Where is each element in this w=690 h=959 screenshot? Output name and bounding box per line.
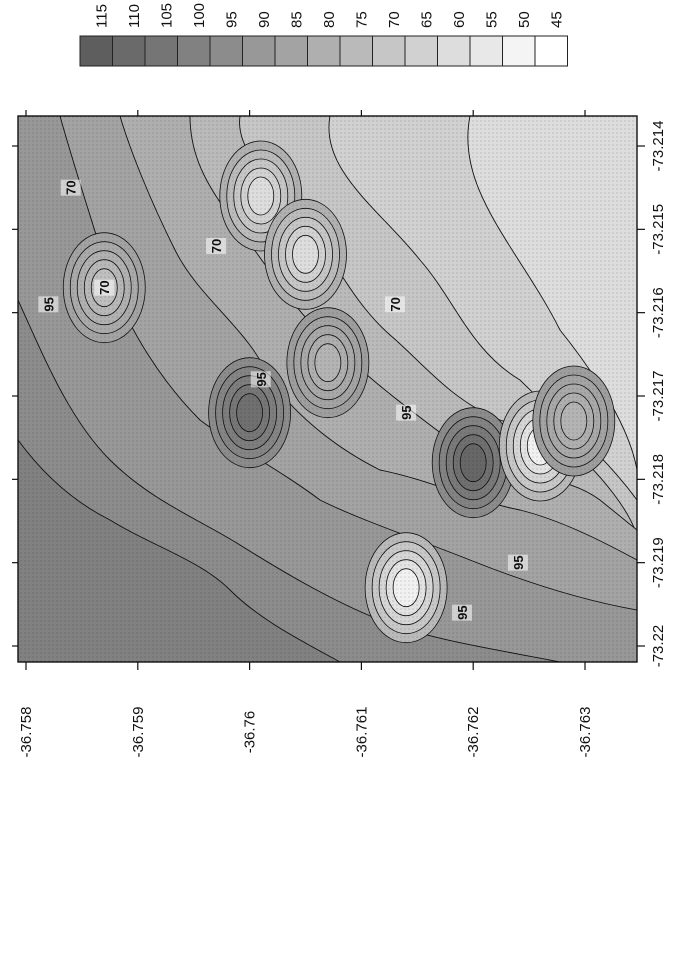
- legend-swatch: [437, 35, 471, 67]
- contour-label: 95: [399, 405, 414, 419]
- x-tick-label: -73.214: [650, 121, 667, 172]
- x-tick-label: -73.22: [650, 625, 667, 668]
- plot-frame: [17, 115, 638, 663]
- legend-swatch: [274, 35, 308, 67]
- y-tick-label: -36.763: [577, 707, 594, 758]
- stipple-texture: [18, 116, 637, 662]
- legend-label: 90: [256, 11, 273, 28]
- x-tick-label: -73.218: [650, 454, 667, 505]
- contour-label-bg: [38, 296, 59, 313]
- legend-swatch: [404, 35, 438, 67]
- contour-label: 95: [254, 372, 269, 386]
- x-tick-label: -73.219: [650, 537, 667, 588]
- legend-label: 85: [289, 11, 306, 28]
- legend-swatch: [177, 35, 211, 67]
- legend-swatch: [242, 35, 276, 67]
- legend-label: 75: [354, 11, 371, 28]
- contour-label: 70: [97, 280, 112, 294]
- legend-label: 55: [484, 11, 501, 28]
- contour-label-bg: [452, 604, 473, 621]
- legend-swatch: [339, 35, 373, 67]
- x-axis-right: -73.214 -73.215 -73.216 -73.217 -73.218 -73.2…: [12, 121, 667, 668]
- legend-label: 65: [419, 11, 436, 28]
- legend-label: 95: [224, 11, 241, 28]
- contour-label-bg: [384, 296, 405, 313]
- plot-area: 70 70 70 70 95 95 95 95 95: [17, 115, 638, 663]
- legend-label: 105: [159, 3, 176, 28]
- contour-label-bg: [206, 238, 227, 254]
- contour-label: 95: [41, 297, 56, 311]
- contour-label: 95: [455, 605, 470, 619]
- legend-label: 100: [191, 3, 208, 28]
- legend-swatch: [372, 35, 406, 67]
- legend-swatch: [144, 35, 178, 67]
- legend-swatch: [469, 35, 503, 67]
- contour-label: 70: [209, 239, 224, 253]
- contour-label: 70: [64, 180, 79, 194]
- contour-labels: 70 70 70 70 95 95 95 95 95: [38, 179, 528, 621]
- legend-label: 60: [451, 11, 468, 28]
- y-tick-label: -36.759: [130, 707, 147, 758]
- contour-label: 95: [511, 555, 526, 569]
- legend-label: 50: [516, 11, 533, 28]
- contour-label-bg: [60, 179, 81, 196]
- y-tick-label: -36.758: [18, 707, 35, 758]
- legend-label: 70: [386, 11, 403, 28]
- legend-swatch: [112, 35, 146, 67]
- x-tick-label: -73.217: [650, 371, 667, 422]
- x-tick-label: -73.215: [650, 204, 667, 255]
- legend-swatch: [502, 35, 536, 67]
- y-axis-bottom: -36.758 -36.759 -36.76 -36.761 -36.762 -36.76…: [18, 110, 594, 757]
- contour-label-bg: [94, 279, 115, 296]
- legend-swatch: [79, 35, 113, 67]
- contour-label-bg: [250, 371, 271, 388]
- legend-label: 110: [126, 4, 143, 28]
- legend-label: 115: [94, 4, 111, 28]
- contour-label-bg: [507, 554, 528, 571]
- legend-label: 45: [549, 11, 566, 28]
- y-tick-label: -36.76: [242, 711, 259, 754]
- y-tick-label: -36.761: [353, 707, 370, 758]
- legend-swatch: [209, 35, 243, 67]
- y-tick-label: -36.762: [465, 707, 482, 758]
- contour-label: 70: [388, 297, 403, 311]
- color-scale-legend: 115 110 105 100 95 90 85 80 75 70 65 60 55 50 45: [79, 3, 568, 67]
- contour-label-bg: [396, 404, 417, 421]
- legend-label: 80: [321, 11, 338, 28]
- x-tick-label: -73.216: [650, 287, 667, 338]
- legend-swatch: [534, 35, 568, 67]
- legend-swatch: [307, 35, 341, 67]
